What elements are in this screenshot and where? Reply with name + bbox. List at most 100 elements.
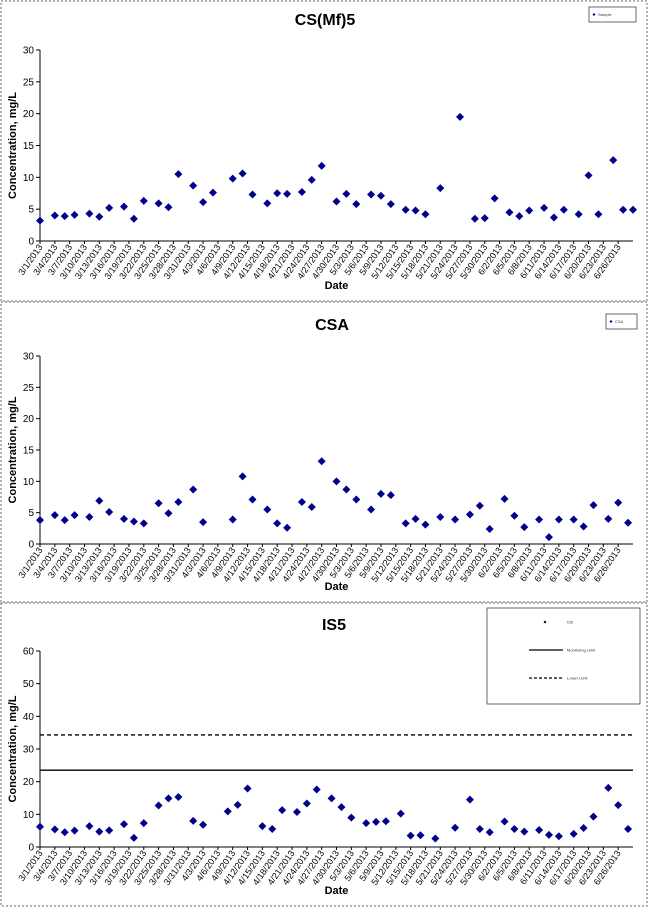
data-point xyxy=(456,112,465,121)
data-point xyxy=(317,457,326,466)
data-point xyxy=(70,210,79,219)
y-axis-label: Concentration, mg/L xyxy=(7,695,19,802)
data-point xyxy=(189,485,198,494)
data-point xyxy=(559,205,568,214)
legend-box xyxy=(605,313,638,330)
data-point xyxy=(619,205,628,214)
data-point xyxy=(337,803,346,812)
data-point xyxy=(544,830,553,839)
data-point xyxy=(579,824,588,833)
data-point xyxy=(228,515,237,524)
data-point xyxy=(60,516,69,525)
data-point xyxy=(614,801,623,810)
data-point xyxy=(401,519,410,528)
data-point xyxy=(233,800,242,809)
data-point xyxy=(554,515,563,524)
legend-entry: CSA xyxy=(615,319,624,324)
data-point xyxy=(465,795,474,804)
data-point xyxy=(139,519,148,528)
data-point xyxy=(154,199,163,208)
data-point xyxy=(174,498,183,507)
data-point xyxy=(520,523,529,532)
data-point xyxy=(544,533,553,542)
data-point xyxy=(154,499,163,508)
chart-title: CS(Mf)5 xyxy=(295,12,356,29)
y-tick-label: 15 xyxy=(23,141,35,152)
data-point xyxy=(525,206,534,215)
y-tick-label: 30 xyxy=(23,352,35,363)
data-point xyxy=(292,808,301,817)
data-point xyxy=(238,472,247,481)
data-point xyxy=(574,210,583,219)
data-point xyxy=(129,833,138,842)
chart-2: IS501020304050603/1/20133/4/20133/7/2013… xyxy=(0,602,648,907)
data-point xyxy=(105,508,114,517)
data-point xyxy=(307,503,316,512)
data-point xyxy=(199,820,208,829)
data-point xyxy=(367,190,376,199)
data-point xyxy=(515,212,524,221)
data-point xyxy=(540,203,549,212)
data-point xyxy=(406,831,415,840)
data-point xyxy=(332,197,341,206)
data-point xyxy=(604,783,613,792)
data-point xyxy=(376,191,385,200)
data-point xyxy=(36,822,44,831)
data-point xyxy=(589,501,598,510)
data-point xyxy=(268,825,277,834)
legend-entry: Sample xyxy=(598,12,612,17)
data-point xyxy=(411,206,420,215)
y-tick-label: 10 xyxy=(23,173,35,184)
data-point xyxy=(208,188,217,197)
y-tick-label: 60 xyxy=(23,647,35,658)
legend-marker xyxy=(592,13,596,16)
data-point xyxy=(490,194,499,203)
data-point xyxy=(386,200,395,209)
data-point xyxy=(243,784,252,793)
data-point xyxy=(376,489,385,498)
data-point xyxy=(475,501,484,510)
chart-title: IS5 xyxy=(322,617,346,634)
data-point xyxy=(317,161,326,170)
data-point xyxy=(164,509,173,518)
data-point xyxy=(569,515,578,524)
data-point xyxy=(609,156,618,165)
data-point xyxy=(475,825,484,834)
x-axis-label: Date xyxy=(325,885,349,897)
data-point xyxy=(401,205,410,214)
data-point xyxy=(248,495,257,504)
y-tick-label: 0 xyxy=(28,237,34,248)
data-point xyxy=(95,827,104,836)
y-tick-label: 5 xyxy=(28,508,34,519)
data-point xyxy=(307,175,316,184)
data-point xyxy=(154,801,163,810)
data-point xyxy=(554,832,563,841)
chart-frame xyxy=(0,301,648,603)
data-point xyxy=(569,829,578,838)
data-point xyxy=(199,518,208,527)
data-point xyxy=(584,171,593,180)
data-point xyxy=(258,822,267,831)
y-tick-label: 30 xyxy=(23,46,35,57)
data-point xyxy=(283,523,292,532)
chart-0: CS(Mf)50510152025303/1/20133/4/20133/7/2… xyxy=(0,0,648,302)
y-tick-label: 50 xyxy=(23,679,35,690)
data-point xyxy=(223,807,232,816)
data-point xyxy=(95,212,104,221)
data-point xyxy=(85,209,94,218)
data-point xyxy=(297,498,306,507)
data-point xyxy=(70,826,79,835)
y-tick-label: 25 xyxy=(23,77,35,88)
data-point xyxy=(139,819,148,828)
data-point xyxy=(105,203,114,212)
data-point xyxy=(263,199,272,208)
data-point xyxy=(505,208,514,217)
y-tick-label: 30 xyxy=(23,745,35,756)
y-axis-label: Concentration, mg/L xyxy=(7,396,19,503)
data-point xyxy=(85,513,94,522)
data-point xyxy=(248,190,257,199)
data-point xyxy=(436,513,445,522)
data-point xyxy=(174,170,183,179)
chart-frame xyxy=(0,0,648,302)
data-point xyxy=(273,519,282,528)
